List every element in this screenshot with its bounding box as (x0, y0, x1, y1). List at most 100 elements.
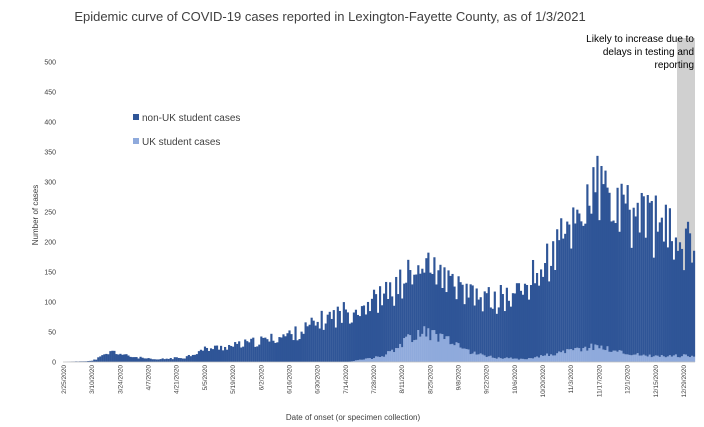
x-tick-label: 12/1/2020 (625, 365, 632, 394)
bar-non-uk-student (364, 314, 368, 359)
bar-non-uk-student (374, 294, 378, 357)
bar-non-uk-student (314, 325, 317, 362)
bar-uk-student (682, 354, 686, 362)
bar-non-uk-student (584, 223, 587, 347)
x-tick-label: 12/15/2020 (653, 365, 660, 398)
bar-non-uk-student (588, 205, 591, 349)
bar-uk-student (381, 356, 384, 362)
bar-non-uk-student (173, 357, 176, 362)
bar-uk-student (447, 336, 450, 362)
bar-uk-student (684, 354, 688, 362)
bar-uk-student (352, 361, 355, 362)
bar-uk-student (391, 349, 394, 362)
bar-non-uk-student (421, 268, 424, 334)
bar-uk-student (453, 345, 456, 362)
bar-uk-student (614, 350, 617, 362)
bar-uk-student (636, 353, 639, 362)
bar-non-uk-student (435, 284, 438, 335)
bar-uk-student (455, 342, 458, 362)
bar-non-uk-student (99, 356, 102, 362)
bar-non-uk-student (191, 354, 194, 362)
y-tick-label: 150 (44, 270, 56, 277)
bar-non-uk-student (473, 305, 476, 352)
bar-uk-student (499, 358, 502, 362)
bar-non-uk-student (527, 299, 531, 359)
bar-non-uk-student (230, 345, 233, 362)
bar-non-uk-student (427, 252, 430, 329)
bar-uk-student (451, 343, 454, 362)
bar-uk-student (562, 350, 565, 362)
bar-non-uk-student (159, 359, 162, 362)
bar-non-uk-student (429, 272, 432, 341)
bar-uk-student (511, 358, 514, 362)
bar-non-uk-student (417, 265, 420, 331)
bar-uk-student (360, 359, 364, 362)
bar-non-uk-student (240, 347, 243, 362)
x-tick-label: 5/5/2020 (202, 365, 209, 391)
bar-non-uk-student (684, 228, 688, 355)
bar-non-uk-student (483, 291, 486, 356)
bar-non-uk-student (465, 283, 468, 350)
bar-non-uk-student (201, 350, 205, 362)
bar-uk-student (598, 348, 601, 362)
bar-non-uk-student (495, 313, 498, 359)
bar-non-uk-student (568, 224, 571, 350)
y-tick-label: 450 (44, 90, 56, 97)
bar-non-uk-student (509, 306, 512, 358)
bar-uk-student (692, 356, 696, 362)
bar-uk-student (457, 343, 460, 362)
bar-non-uk-student (195, 354, 198, 362)
bar-non-uk-student (652, 257, 655, 357)
x-tick-label: 9/8/2020 (456, 365, 463, 391)
bar-non-uk-student (670, 241, 674, 357)
y-tick-label: 350 (44, 150, 56, 157)
bar-non-uk-student (692, 250, 696, 357)
bar-non-uk-student (654, 195, 657, 356)
bar-uk-student (646, 356, 649, 362)
bar-uk-student (608, 351, 611, 362)
bar-non-uk-student (370, 298, 374, 360)
bar-non-uk-student (300, 331, 303, 362)
bar-non-uk-student (131, 357, 134, 362)
bar-non-uk-student (624, 203, 627, 355)
bar-non-uk-student (582, 225, 585, 349)
y-axis-label: Number of cases (31, 185, 40, 245)
bar-non-uk-student (489, 307, 492, 356)
bar-non-uk-student (580, 221, 583, 352)
bar-non-uk-student (387, 298, 390, 352)
bar-non-uk-student (467, 297, 470, 350)
y-tick-label: 400 (44, 120, 56, 127)
bar-uk-student (407, 334, 410, 362)
bar-uk-student (415, 339, 418, 362)
bar-non-uk-student (181, 358, 184, 362)
bar-non-uk-student (385, 281, 388, 355)
bar-non-uk-student (274, 342, 277, 362)
bar-non-uk-student (272, 340, 275, 362)
bar-uk-student (515, 358, 519, 362)
bar-uk-student (505, 357, 508, 362)
bar-non-uk-student (383, 293, 386, 357)
bar-uk-student (459, 347, 462, 362)
bar-non-uk-student (529, 285, 533, 359)
bar-uk-student (642, 354, 645, 362)
bar-non-uk-student (107, 354, 110, 362)
bar-non-uk-student (264, 337, 267, 362)
bar-non-uk-student (411, 284, 414, 343)
bar-non-uk-student (326, 314, 329, 362)
bar-non-uk-student (614, 223, 617, 351)
bar-non-uk-student (650, 201, 653, 358)
bar-non-uk-student (604, 170, 607, 351)
bar-non-uk-student (336, 306, 339, 362)
x-tick-label: 4/21/2020 (174, 365, 181, 394)
x-axis-label: Date of onset (or specimen collection) (286, 413, 421, 422)
bar-uk-student (523, 359, 527, 362)
bar-non-uk-student (167, 358, 170, 362)
bar-uk-student (550, 354, 553, 362)
bar-uk-student (389, 351, 392, 362)
bar-uk-student (465, 349, 468, 362)
bar-non-uk-student (312, 320, 315, 362)
bar-uk-student (385, 354, 388, 362)
bar-non-uk-student (560, 218, 563, 353)
bar-uk-student (413, 340, 416, 362)
bar-non-uk-student (425, 258, 428, 337)
